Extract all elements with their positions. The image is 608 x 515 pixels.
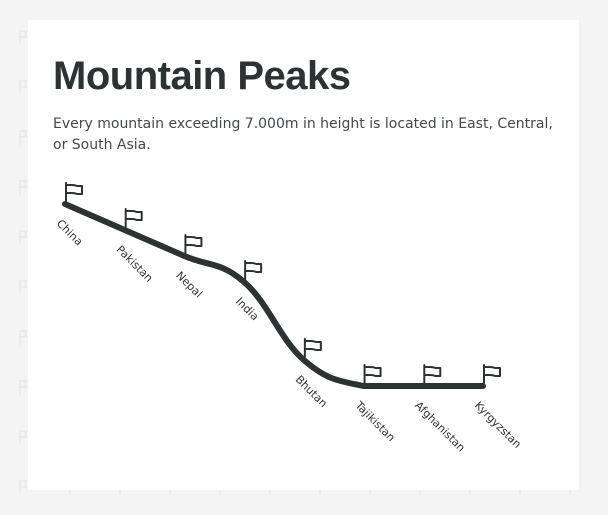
- flag-icon: [184, 234, 203, 254]
- chart-title: Mountain Peaks: [53, 54, 351, 98]
- chart-card: Mountain Peaks Every mountain exceeding …: [28, 20, 579, 490]
- category-label: Kyrgyzstan: [472, 399, 524, 451]
- flag-icon: [65, 182, 83, 202]
- category-label: China: [54, 217, 85, 248]
- category-label: Pakistan: [114, 243, 156, 285]
- flag-icon: [244, 260, 263, 280]
- flag-icon: [423, 364, 442, 384]
- category-label: Afghanistan: [412, 399, 468, 455]
- series-line: [62, 201, 486, 389]
- category-label: Nepal: [173, 269, 205, 301]
- chart-subtitle: Every mountain exceeding 7.000m in heigh…: [53, 116, 553, 153]
- flag-icon: [483, 364, 501, 384]
- category-label: Tajikistan: [352, 398, 398, 444]
- flag-icon: [303, 338, 322, 358]
- flag-icon: [124, 208, 143, 228]
- category-label: Bhutan: [293, 373, 330, 410]
- flag-icon: [363, 364, 382, 384]
